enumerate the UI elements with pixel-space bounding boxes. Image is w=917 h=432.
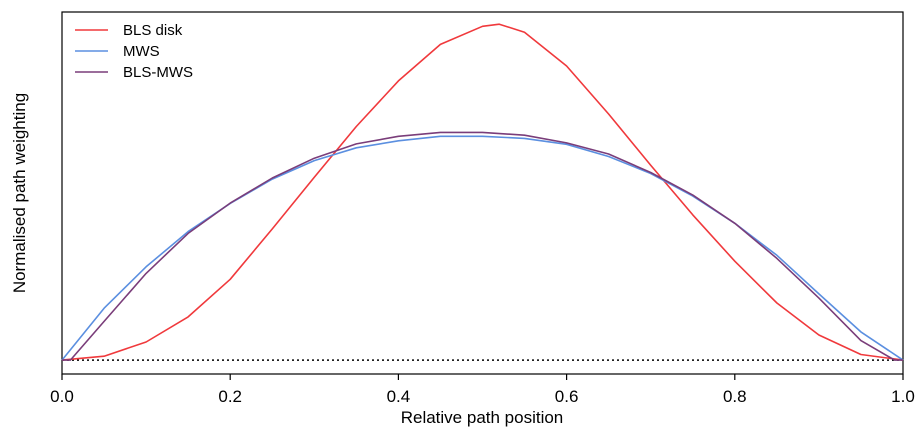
series-line-mws bbox=[61, 135, 904, 361]
legend-label: MWS bbox=[123, 43, 160, 60]
x-axis: 0.0 0.2 0.4 0.6 0.8 1.0 bbox=[50, 374, 915, 406]
x-tick-label: 0.6 bbox=[555, 387, 579, 406]
x-tick-label: 1.0 bbox=[891, 387, 915, 406]
x-tick-label: 0.2 bbox=[218, 387, 242, 406]
series-line-bls-mws bbox=[62, 131, 903, 361]
plot-frame bbox=[61, 11, 904, 375]
x-tick-label: 0.0 bbox=[50, 387, 74, 406]
x-tick-label: 0.4 bbox=[387, 387, 411, 406]
series-layer bbox=[61, 23, 904, 361]
series-line-bls-disk bbox=[61, 23, 904, 361]
legend: BLS disk MWS BLS-MWS bbox=[75, 22, 193, 81]
x-axis-title: Relative path position bbox=[401, 408, 564, 427]
x-tick-label: 0.8 bbox=[723, 387, 747, 406]
legend-label: BLS disk bbox=[123, 22, 183, 39]
legend-label: BLS-MWS bbox=[123, 64, 193, 81]
y-axis-title: Normalised path weighting bbox=[10, 93, 29, 293]
